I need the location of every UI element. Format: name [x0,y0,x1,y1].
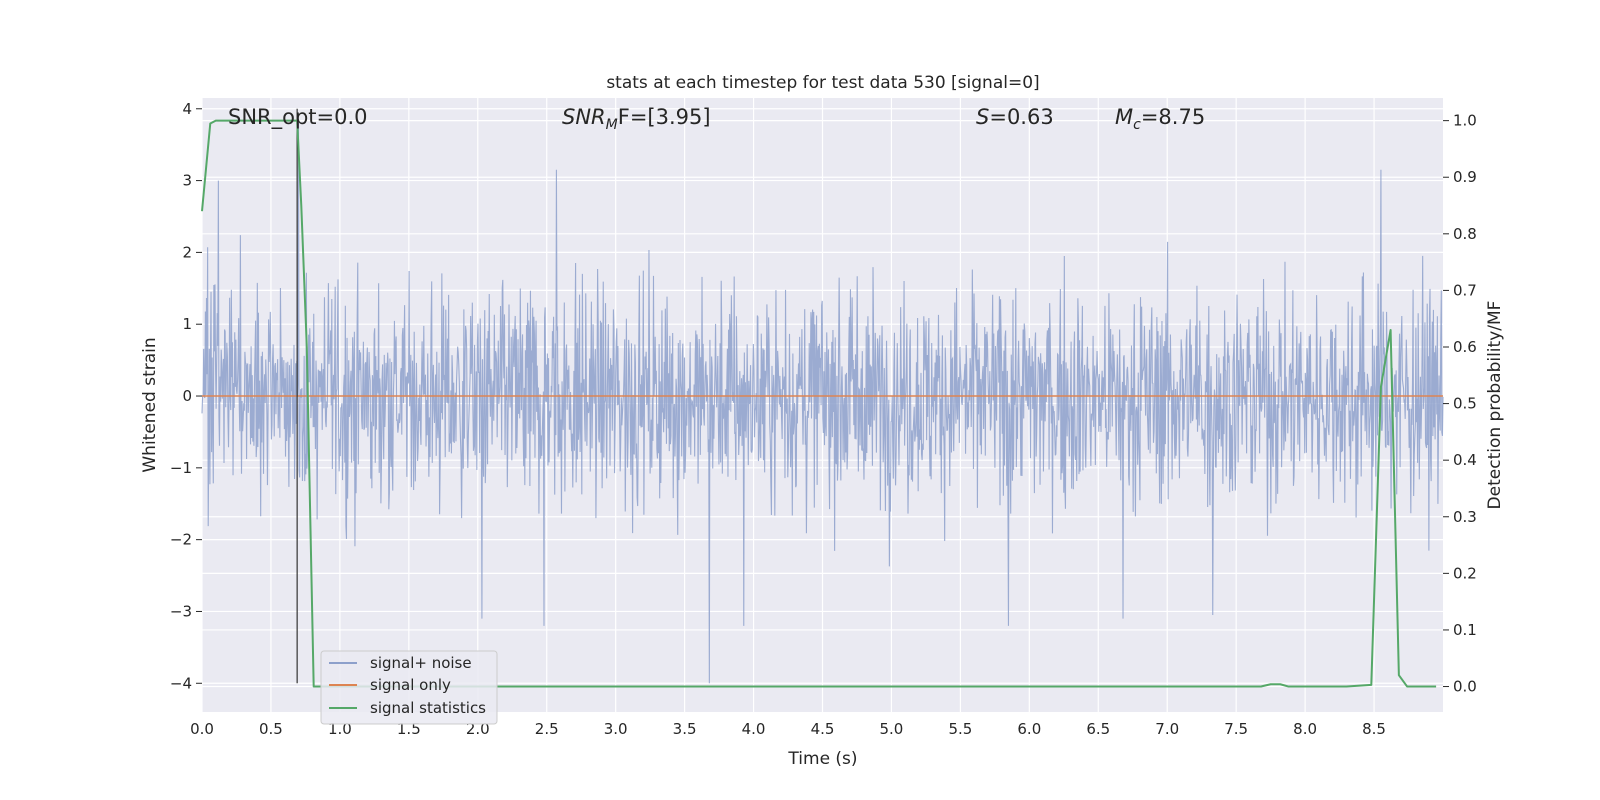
y-tick-label: 1 [182,315,192,333]
y2-axis-label: Detection probability/MF [1485,301,1505,510]
legend-label-signal-statistics: signal statistics [370,699,486,717]
legend-box [320,650,498,725]
snr-mf-annotation: SNRMF=[3.95] [562,105,711,133]
x-tick-label: 2.5 [535,720,559,738]
mc-sub: c [1133,117,1141,133]
y-axis-label: Whitened strain [140,337,160,472]
snr-opt-annotation: SNR_opt=0.0 [228,105,368,130]
y-tick-label: 4 [182,100,192,118]
y2-tick-label: 0.6 [1453,338,1477,356]
snr-mf-rest: F=[3.95] [618,105,711,129]
x-tick-label: 8.5 [1362,720,1386,738]
snr-mf-var: SNR [562,105,606,129]
signal-statistics-line [201,119,1437,688]
chart-title: stats at each timestep for test data 530… [606,73,1039,93]
mc-var: M [1115,105,1133,129]
y2-axis-ticks: 1.0 0.9 0.8 0.7 0.6 0.5 0.4 0.3 0.2 0.1 0.0 [1443,112,1477,696]
y-tick-label: −3 [170,602,192,620]
legend: signal+ noise signal only signal statist… [320,650,498,725]
legend-label-signal-only: signal only [370,676,451,694]
s-var: S [976,105,989,129]
y2-tick-label: 0.0 [1453,678,1477,696]
y-tick-label: −1 [170,459,192,477]
y-tick-label: 2 [182,243,192,261]
x-tick-label: 5.0 [880,720,904,738]
y-tick-label: 0 [182,387,192,405]
legend-label-signal-noise: signal+ noise [370,654,472,672]
x-tick-label: 0.0 [190,720,214,738]
y-tick-label: 3 [182,172,192,190]
y-tick-label: −4 [170,674,192,692]
y-tick-label: −2 [170,531,192,549]
y2-tick-label: 0.5 [1453,395,1477,413]
s-annotation: S=0.63 [976,105,1054,129]
y2-tick-label: 0.2 [1453,564,1477,582]
signal-noise-series [201,123,1444,684]
mc-annotation: Mc=8.75 [1115,105,1205,133]
x-tick-label: 7.5 [1224,720,1248,738]
x-tick-label: 4.5 [811,720,835,738]
x-tick-label: 4.0 [742,720,766,738]
y2-tick-label: 0.1 [1453,621,1477,639]
y2-tick-label: 0.4 [1453,451,1477,469]
y2-tick-label: 0.8 [1453,225,1477,243]
x-tick-label: 5.5 [948,720,972,738]
x-tick-label: 0.5 [259,720,283,738]
x-tick-label: 8.0 [1293,720,1317,738]
x-tick-label: 3.0 [604,720,628,738]
y2-tick-label: 0.3 [1453,508,1477,526]
x-tick-label: 6.5 [1086,720,1110,738]
y-axis-ticks: 4 3 2 1 0 −1 −2 −3 −4 [170,100,202,692]
x-tick-label: 7.0 [1155,720,1179,738]
signal-noise-line [201,123,1444,684]
y2-tick-label: 1.0 [1453,112,1477,130]
x-tick-label: 3.5 [673,720,697,738]
s-rest: =0.63 [989,105,1053,129]
snr-mf-sub: M [606,117,618,133]
mc-rest: =8.75 [1141,105,1205,129]
y2-tick-label: 0.9 [1453,168,1477,186]
x-tick-label: 6.0 [1017,720,1041,738]
signal-statistics-series [201,119,1437,688]
x-axis-label: Time (s) [787,749,857,769]
y2-tick-label: 0.7 [1453,281,1477,299]
